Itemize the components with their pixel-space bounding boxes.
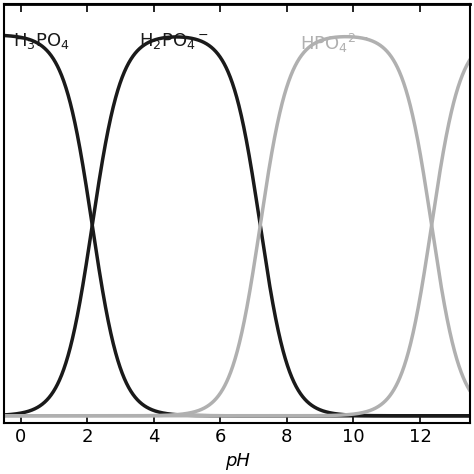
Text: HPO$_4$$^{2-}$: HPO$_4$$^{2-}$ <box>300 31 369 55</box>
X-axis label: pH: pH <box>225 452 249 470</box>
Text: H$_2$PO$_4$$^-$: H$_2$PO$_4$$^-$ <box>139 31 209 51</box>
Text: H$_3$PO$_4$: H$_3$PO$_4$ <box>13 31 70 51</box>
